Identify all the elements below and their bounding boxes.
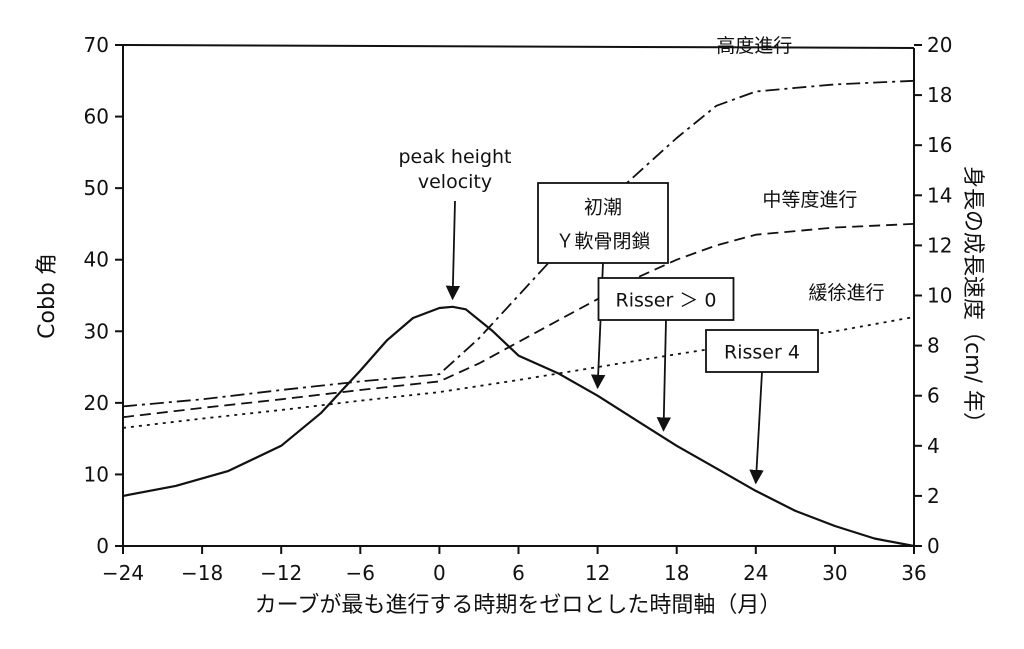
y-right-tick-label: 8 xyxy=(927,334,940,358)
top-axis-line xyxy=(122,44,915,49)
annotation-text: velocity xyxy=(418,171,492,193)
annotation-text: Risser 4 xyxy=(724,342,800,364)
series-label-3: 緩徐進行 xyxy=(809,282,885,304)
x-tick-label: 18 xyxy=(664,561,689,585)
y-left-tick-label: 20 xyxy=(84,391,109,415)
annotation-text: Ｙ軟骨閉鎖 xyxy=(555,231,650,253)
y-left-tick-label: 0 xyxy=(96,534,109,558)
series-lines xyxy=(122,79,915,548)
y-left-axis-label: Cobb 角 xyxy=(35,253,60,339)
x-tick-label: −24 xyxy=(102,561,144,585)
y-left-tick-label: 50 xyxy=(84,176,109,200)
series-label-2: 中等度進行 xyxy=(762,189,857,211)
x-tick-label: 6 xyxy=(512,561,525,585)
y-right-tick-label: 2 xyxy=(927,484,940,508)
annotation-text: Risser ＞ 0 xyxy=(616,290,717,312)
annotation-arrow xyxy=(445,200,461,301)
y-right-axis-ticks: 0 2 4 6 8 10 12 14 16 18 20 xyxy=(914,33,952,558)
x-axis-ticks: −24 −18 −12 −6 0 6 12 18 24 30 36 xyxy=(102,546,927,585)
y-left-tick-label: 70 xyxy=(84,33,109,57)
x-axis-label: カーブが最も進行する時期をゼロとした時間軸（月） xyxy=(255,593,782,618)
y-right-tick-label: 12 xyxy=(927,233,952,257)
annotation-arrow xyxy=(656,319,672,432)
annotation-text: peak height xyxy=(399,146,512,168)
y-right-tick-label: 14 xyxy=(927,183,952,207)
x-tick-label: 0 xyxy=(433,561,446,585)
y-left-tick-label: 40 xyxy=(84,248,109,272)
y-left-axis-ticks: 0 10 20 30 40 50 60 70 xyxy=(84,33,123,558)
y-left-tick-label: 10 xyxy=(84,462,109,486)
annotation-box xyxy=(537,182,669,264)
annotation-text: 初潮 xyxy=(584,197,622,219)
plot-frame xyxy=(122,44,915,547)
annotation-4: Risser 4 xyxy=(705,329,819,485)
y-right-tick-label: 18 xyxy=(927,83,952,107)
y-right-tick-label: 16 xyxy=(927,133,952,157)
x-tick-label: −18 xyxy=(181,561,223,585)
annotation-2: 初潮 Ｙ軟骨閉鎖 xyxy=(537,182,669,390)
series-label-1: 高度進行 xyxy=(716,35,792,57)
series-line-4 xyxy=(122,305,915,548)
y-right-tick-label: 4 xyxy=(927,434,940,458)
y-left-tick-label: 30 xyxy=(84,319,109,343)
annotation-arrow xyxy=(749,371,764,485)
y-right-tick-label: 20 xyxy=(927,33,952,57)
series-line-2 xyxy=(122,223,915,419)
y-right-tick-label: 10 xyxy=(927,284,952,308)
annotations: peak height velocity 初潮 Ｙ軟骨閉鎖 Risser ＞ 0 Riss… xyxy=(399,146,819,485)
y-left-tick-label: 60 xyxy=(84,105,109,129)
x-tick-label: −6 xyxy=(346,561,375,585)
y-right-axis-label: 身長の成長速度（cm/ 年） xyxy=(960,166,985,434)
x-tick-label: 36 xyxy=(901,561,926,585)
x-tick-label: 24 xyxy=(743,561,768,585)
annotation-box xyxy=(705,329,819,373)
y-right-tick-label: 6 xyxy=(927,384,940,408)
annotation-3: Risser ＞ 0 xyxy=(597,277,735,432)
y-right-tick-label: 0 xyxy=(927,534,940,558)
x-tick-label: 30 xyxy=(822,561,847,585)
x-tick-label: −12 xyxy=(260,561,302,585)
x-tick-label: 12 xyxy=(585,561,610,585)
annotation-1: peak height velocity xyxy=(399,146,512,301)
annotation-box xyxy=(597,277,735,321)
